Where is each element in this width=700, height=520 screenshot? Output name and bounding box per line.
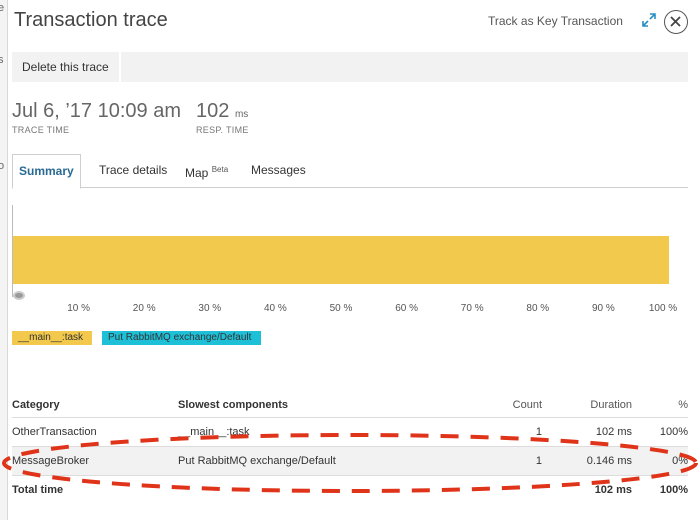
tab-label: Map: [185, 166, 209, 180]
legend-item-main-task: __main__:task: [12, 331, 92, 345]
tab-messages[interactable]: Messages: [251, 154, 306, 188]
row-count: 1: [535, 455, 542, 467]
row-duration: 102 ms: [595, 426, 632, 438]
tab-label: Summary: [19, 164, 74, 178]
tab-label: Messages: [251, 163, 306, 177]
x-tick-label: 20 %: [132, 303, 156, 314]
expand-arrows-icon[interactable]: [642, 13, 656, 27]
legend-item-rabbitmq: Put RabbitMQ exchange/Default: [102, 331, 261, 345]
row-category: OtherTransaction: [12, 426, 97, 438]
tab-map[interactable]: Map Beta: [185, 154, 228, 188]
row-duration: 0.146 ms: [586, 455, 632, 467]
table-row[interactable]: OtherTransaction __main__:task 1 102 ms …: [12, 418, 688, 447]
x-tick-label: 10 %: [67, 303, 90, 314]
trace-tabs: Summary Trace details Map Beta Messages: [12, 154, 688, 189]
tab-label: Trace details: [99, 163, 168, 177]
response-time-number: 102: [196, 100, 230, 122]
background-text-fragment: o: [0, 160, 5, 172]
total-label: Total time: [12, 484, 64, 496]
table-header-row: Category Slowest components Count Durati…: [12, 394, 688, 418]
response-time-value: 102 ms: [196, 100, 248, 123]
total-percent: 100%: [659, 484, 688, 496]
response-time-unit: ms: [234, 109, 249, 120]
chart-bar-segment-0[interactable]: [13, 236, 669, 284]
row-slowest-component: __main__:task: [178, 426, 250, 438]
x-tick-label: 50 %: [329, 303, 353, 314]
total-duration: 102 ms: [594, 484, 632, 496]
legend-label: Put RabbitMQ exchange/Default: [108, 332, 252, 343]
close-x-icon: [670, 16, 681, 27]
close-button[interactable]: [664, 10, 688, 34]
row-count: 1: [535, 426, 542, 438]
x-tick-label: 80 %: [526, 303, 550, 314]
row-slowest-component: Put RabbitMQ exchange/Default: [178, 455, 336, 467]
row-category: MessageBroker: [12, 455, 90, 467]
transaction-trace-modal: Transaction trace Track as Key Transacti…: [8, 0, 700, 520]
header-duration[interactable]: Duration: [590, 399, 632, 411]
chart-y-axis: [12, 205, 13, 297]
header-category[interactable]: Category: [12, 399, 60, 411]
row-percent: 100%: [659, 426, 688, 438]
legend-label: __main__:task: [18, 332, 84, 343]
x-tick-label: 40 %: [263, 303, 287, 314]
trace-time-value: Jul 6, ’17 10:09 am: [12, 100, 181, 122]
table-total-row: Total time 102 ms 100%: [12, 476, 688, 505]
tab-trace-details[interactable]: Trace details: [99, 154, 167, 188]
track-key-transaction-link[interactable]: Track as Key Transaction: [488, 14, 623, 28]
response-time-label: RESP. TIME: [196, 125, 249, 135]
x-tick-label: 70 %: [460, 303, 484, 314]
zero-marker-icon: [13, 291, 25, 300]
modal-title: Transaction trace: [14, 9, 168, 31]
x-tick-label: 100 %: [648, 303, 678, 314]
header-slowest-components[interactable]: Slowest components: [178, 399, 289, 411]
header-percent[interactable]: %: [678, 399, 688, 411]
x-tick-label: 30 %: [198, 303, 222, 314]
background-page-edge: e s o: [0, 0, 8, 520]
trace-toolbar: Delete this trace: [12, 52, 688, 82]
delete-trace-button[interactable]: Delete this trace: [12, 52, 121, 82]
background-text-fragment: s: [0, 54, 4, 66]
table-row[interactable]: MessageBroker Put RabbitMQ exchange/Defa…: [12, 447, 688, 476]
background-text-fragment: e: [0, 2, 5, 14]
trace-time-label: TRACE TIME: [12, 125, 70, 135]
x-tick-label: 90 %: [591, 303, 615, 314]
header-count[interactable]: Count: [512, 399, 542, 411]
beta-badge: Beta: [211, 165, 229, 174]
tab-summary[interactable]: Summary: [12, 154, 81, 189]
row-percent: 0%: [672, 455, 688, 467]
breakdown-table: Category Slowest components Count Durati…: [12, 394, 688, 505]
x-tick-label: 60 %: [395, 303, 418, 314]
breakdown-chart: 10 % 20 % 30 % 40 % 50 % 60 % 70 % 80 % 90 % 100 …: [12, 205, 688, 325]
